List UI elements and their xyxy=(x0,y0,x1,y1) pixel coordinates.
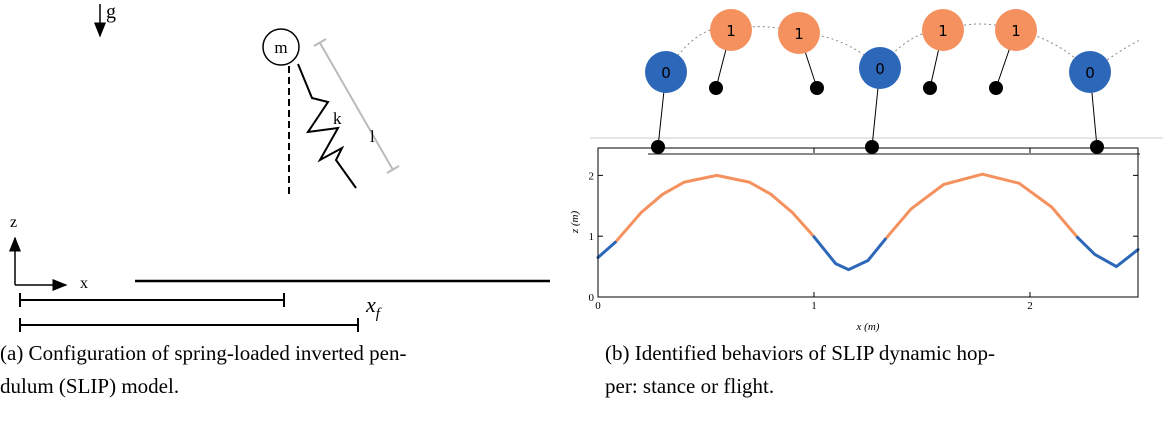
node-label: 0 xyxy=(661,64,671,82)
length-label: l xyxy=(370,127,375,146)
y-tick-label: 2 xyxy=(589,170,595,182)
node-label: 1 xyxy=(726,22,736,40)
mass-label: m xyxy=(274,38,287,57)
foot xyxy=(810,81,824,95)
node-label: 1 xyxy=(1011,22,1021,40)
foot xyxy=(709,81,723,95)
foot xyxy=(1090,140,1104,154)
y-tick-label: 0 xyxy=(589,292,595,304)
length-tick xyxy=(387,166,399,173)
x-tick-label: 2 xyxy=(1027,300,1033,312)
series-line xyxy=(598,237,1138,270)
caption-line: (a) Configuration of spring-loaded inver… xyxy=(0,341,406,365)
node-label: 1 xyxy=(938,22,948,40)
x-axis-title: x (m) xyxy=(856,321,880,333)
x-tick-label: 0 xyxy=(595,300,601,312)
length-line xyxy=(320,43,393,170)
node-label: 1 xyxy=(794,25,804,43)
series-line xyxy=(615,174,1077,242)
caption-line: dulum (SLIP) model. xyxy=(0,374,179,398)
z-axis-label: z xyxy=(10,214,17,231)
node-label: 0 xyxy=(1085,64,1095,82)
y-tick-label: 1 xyxy=(589,231,595,243)
distance-label: xf xyxy=(365,292,382,322)
x-tick-label: 1 xyxy=(811,300,817,312)
gravity-label: g xyxy=(106,1,116,23)
distance-base: x xyxy=(365,292,376,317)
node-label: 0 xyxy=(875,60,885,78)
foot xyxy=(989,81,1003,95)
foot xyxy=(865,140,879,154)
x-axis-label: x xyxy=(80,275,88,292)
plot: x (m) z (m) 0 1 2 0 1 2 xyxy=(569,148,1138,333)
y-axis-title: z (m) xyxy=(569,211,581,235)
plot-frame xyxy=(598,148,1138,297)
caption-line: per: stance or flight. xyxy=(605,374,774,398)
panel-a: g m k l z x xf (a) Configuration of spri… xyxy=(0,1,550,398)
spring xyxy=(298,64,356,188)
figure: g m k l z x xf (a) Configuration of spri… xyxy=(0,0,1163,422)
panel-b-diagram: 0 1 1 0 1 1 0 (b) Identified behaviors of SLIP… xyxy=(590,9,1163,398)
foot xyxy=(923,81,937,95)
caption-line: (b) Identified behaviors of SLIP dynamic… xyxy=(605,341,995,365)
spring-label: k xyxy=(333,109,342,128)
distance-subscript: f xyxy=(376,306,382,322)
foot xyxy=(651,140,665,154)
